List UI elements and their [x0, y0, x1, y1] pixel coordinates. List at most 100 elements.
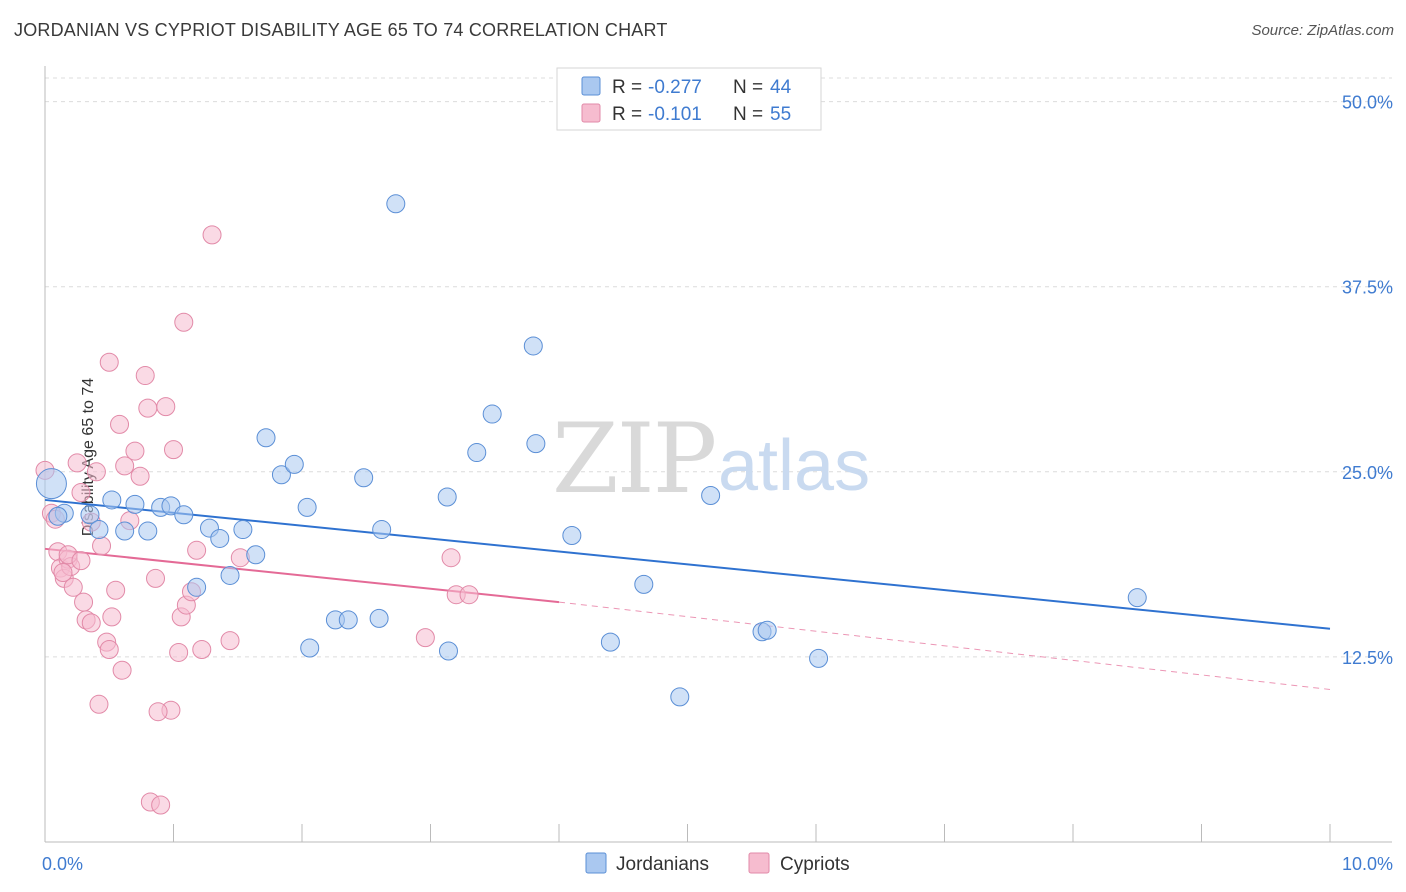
- point-cypriots[interactable]: [67, 453, 87, 473]
- point-cypriots[interactable]: [99, 352, 119, 372]
- bottom-legend-label-jordanians[interactable]: Jordanians: [616, 854, 709, 875]
- point-cypriots[interactable]: [89, 694, 109, 714]
- point-jordanians[interactable]: [138, 521, 158, 541]
- point-cypriots[interactable]: [106, 580, 126, 600]
- point-cypriots[interactable]: [115, 456, 135, 476]
- trend-line-cypriots-extension: [558, 601, 1331, 690]
- point-jordanians[interactable]: [233, 520, 253, 540]
- point-jordanians[interactable]: [482, 404, 502, 424]
- point-cypriots[interactable]: [110, 414, 130, 434]
- point-jordanians[interactable]: [701, 486, 721, 505]
- point-jordanians[interactable]: [757, 620, 777, 640]
- legend-swatch: [581, 76, 601, 96]
- point-jordanians[interactable]: [670, 687, 690, 707]
- point-cypriots[interactable]: [156, 397, 176, 417]
- source-label: Source: ZipAtlas.com: [1251, 22, 1394, 39]
- point-jordanians[interactable]: [220, 565, 240, 585]
- point-cypriots[interactable]: [138, 398, 158, 418]
- point-jordanians[interactable]: [256, 428, 276, 448]
- tick-labels: 12.5% 25.0% 37.5% 50.0% 0.0% 10.0%: [42, 93, 1393, 874]
- bottom-legend-swatch-jordanians[interactable]: [585, 852, 607, 874]
- point-cypriots[interactable]: [230, 548, 250, 568]
- watermark: ZIP atlas: [552, 403, 870, 515]
- point-jordanians[interactable]: [102, 490, 122, 510]
- point-cypriots[interactable]: [71, 483, 91, 503]
- point-jordanians[interactable]: [438, 641, 458, 661]
- point-cypriots[interactable]: [125, 441, 145, 461]
- point-jordanians[interactable]: [526, 434, 546, 454]
- trend-line-jordanians: [44, 498, 1331, 630]
- legend: R = -0.277 N = 44 R = -0.101 N = 55: [556, 67, 822, 131]
- point-jordanians[interactable]: [437, 487, 457, 507]
- x-tick-label: 0.0%: [42, 854, 83, 874]
- point-cypriots[interactable]: [187, 540, 207, 560]
- point-cypriots[interactable]: [86, 462, 106, 482]
- point-jordanians[interactable]: [354, 468, 374, 488]
- point-jordanians[interactable]: [48, 506, 68, 526]
- point-jordanians[interactable]: [80, 505, 100, 525]
- point-jordanians[interactable]: [246, 545, 266, 565]
- point-jordanians[interactable]: [125, 494, 145, 514]
- bottom-legend-swatch-cypriots[interactable]: [748, 852, 770, 874]
- legend-swatch: [581, 103, 601, 123]
- point-cypriots[interactable]: [192, 640, 212, 659]
- point-jordanians[interactable]: [1127, 588, 1147, 608]
- point-cypriots[interactable]: [102, 607, 122, 627]
- point-cypriots[interactable]: [220, 631, 240, 651]
- bottom-legend-label-cypriots[interactable]: Cypriots: [780, 854, 850, 875]
- legend-n-label: N =: [733, 104, 763, 125]
- point-cypriots[interactable]: [146, 568, 166, 588]
- axes: [44, 66, 1392, 843]
- point-jordanians[interactable]: [523, 336, 543, 356]
- y-tick-label: 12.5%: [1342, 648, 1393, 668]
- point-jordanians[interactable]: [284, 454, 304, 474]
- x-tick-label: 10.0%: [1342, 854, 1393, 874]
- point-jordanians[interactable]: [271, 465, 291, 485]
- point-jordanians[interactable]: [386, 194, 406, 214]
- point-jordanians[interactable]: [300, 638, 320, 658]
- point-jordanians[interactable]: [338, 610, 358, 630]
- legend-r-label: R =: [612, 104, 642, 125]
- point-cypriots[interactable]: [53, 563, 73, 582]
- point-jordanians[interactable]: [809, 648, 829, 668]
- point-cypriots[interactable]: [130, 466, 150, 486]
- point-jordanians[interactable]: [210, 528, 230, 548]
- point-cypriots[interactable]: [459, 585, 479, 605]
- point-cypriots[interactable]: [441, 548, 461, 568]
- data-points: [35, 194, 1147, 815]
- point-jordanians[interactable]: [115, 521, 135, 541]
- point-jordanians[interactable]: [562, 525, 582, 545]
- point-jordanians[interactable]: [467, 443, 487, 463]
- point-cypriots[interactable]: [164, 440, 183, 460]
- point-cypriots[interactable]: [74, 592, 94, 612]
- legend-r-label: R =: [612, 77, 642, 98]
- point-jordanians[interactable]: [187, 577, 207, 597]
- point-jordanians[interactable]: [89, 520, 109, 540]
- point-cypriots[interactable]: [202, 225, 222, 245]
- y-tick-label: 37.5%: [1342, 278, 1393, 298]
- point-cypriots[interactable]: [174, 312, 194, 332]
- point-cypriots[interactable]: [63, 577, 83, 597]
- point-jordanians[interactable]: [369, 608, 389, 628]
- point-jordanians[interactable]: [372, 520, 392, 540]
- point-cypriots[interactable]: [81, 613, 101, 633]
- point-cypriots[interactable]: [148, 702, 168, 722]
- point-cypriots[interactable]: [151, 795, 171, 815]
- point-jordanians[interactable]: [600, 632, 620, 652]
- point-cypriots[interactable]: [415, 628, 435, 648]
- watermark-zip: ZIP: [552, 403, 715, 515]
- point-cypriots[interactable]: [135, 366, 155, 386]
- legend-box: [556, 67, 822, 131]
- point-cypriots[interactable]: [71, 551, 91, 571]
- point-cypriots[interactable]: [99, 640, 119, 659]
- point-jordanians[interactable]: [634, 574, 654, 594]
- point-jordanians[interactable]: [174, 505, 194, 525]
- legend-r-value: -0.101: [648, 104, 702, 125]
- watermark-atlas: atlas: [718, 426, 870, 506]
- point-cypriots[interactable]: [169, 642, 189, 662]
- point-cypriots[interactable]: [92, 536, 112, 556]
- point-jordanians[interactable]: [35, 468, 67, 500]
- point-cypriots[interactable]: [112, 660, 132, 680]
- point-jordanians[interactable]: [297, 497, 317, 517]
